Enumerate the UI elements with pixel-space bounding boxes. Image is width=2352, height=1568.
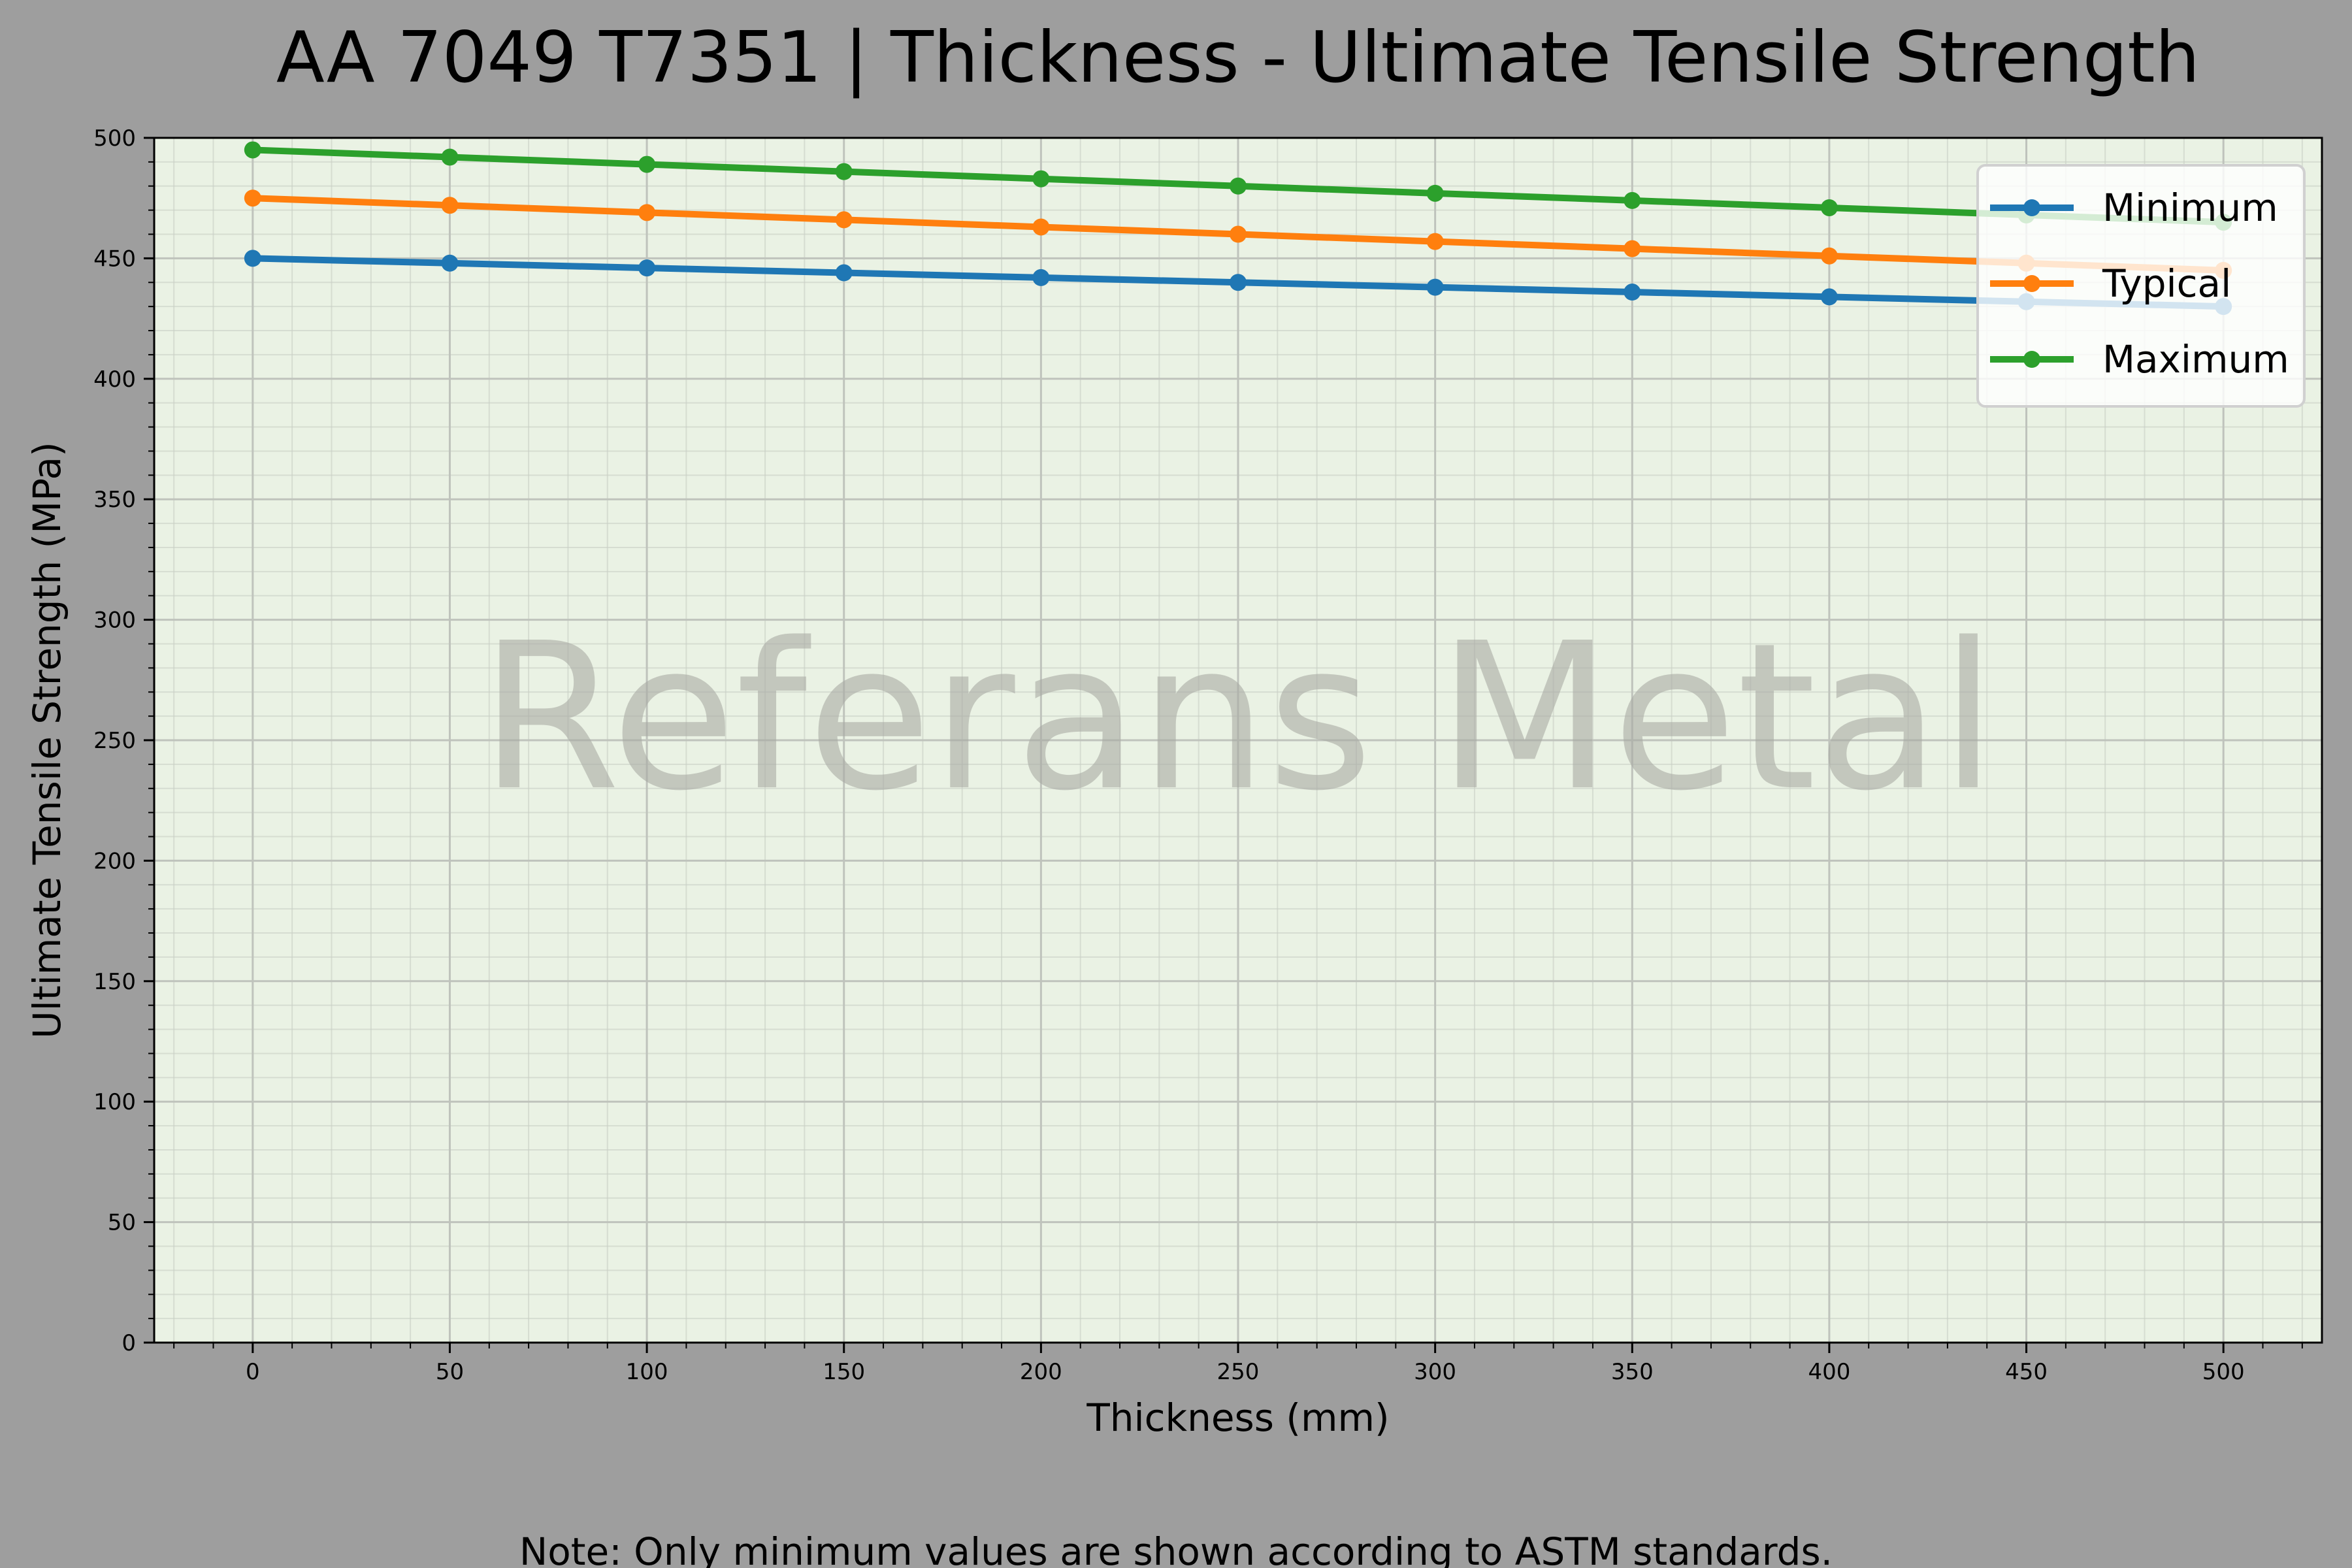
y-tick-label: 400 [93,367,136,393]
x-tick-label: 50 [436,1359,464,1385]
legend-label-minimum: Minimum [2102,186,2278,230]
data-point-minimum [1624,284,1641,301]
data-point-minimum [1230,274,1247,291]
legend-label-typical: Typical [2102,261,2231,306]
legend: Minimum Typical Maximum [1976,164,2306,408]
x-tick-label: 400 [1808,1359,1850,1385]
data-point-maximum [1032,170,1050,188]
y-tick-label: 350 [93,487,136,513]
y-tick-label: 0 [122,1330,136,1356]
legend-marker-typical [2023,275,2040,292]
legend-box [1976,164,2306,408]
y-tick-label: 300 [93,608,136,634]
data-point-maximum [441,148,459,166]
data-point-minimum [244,250,261,267]
x-tick-label: 0 [246,1359,260,1385]
x-tick-label: 200 [1020,1359,1062,1385]
x-tick-label: 350 [1611,1359,1654,1385]
y-tick-label: 150 [93,969,136,995]
data-point-typical [1230,225,1247,243]
ticks: 0 50 100 150 200 250 300 350 400 450 500 0 50 100 150 2… [93,125,2303,1385]
x-axis-label: Thickness (mm) [1086,1396,1389,1440]
data-point-minimum [835,264,853,282]
chart-title: AA 7049 T7351 | Thickness - Ultimate Ten… [276,17,2200,99]
data-point-minimum [441,254,459,272]
legend-marker-minimum [2023,199,2040,216]
y-tick-label: 500 [93,125,136,152]
note: Note: Only minimum values are shown acco… [519,1529,1833,1568]
data-point-maximum [638,155,656,173]
data-point-typical [441,197,459,214]
data-point-typical [1820,247,1838,265]
x-tick-label: 150 [823,1359,865,1385]
data-point-typical [1624,240,1641,257]
data-point-maximum [1230,177,1247,195]
legend-label-maximum: Maximum [2102,337,2289,382]
data-point-typical [835,211,853,229]
y-tick-label: 250 [93,728,136,754]
data-point-maximum [1426,184,1444,202]
x-tick-label: 250 [1217,1359,1260,1385]
data-point-maximum [835,163,853,180]
data-point-minimum [1820,288,1838,306]
data-point-maximum [1820,199,1838,216]
legend-marker-maximum [2023,351,2040,368]
y-tick-label: 100 [93,1089,136,1115]
data-point-typical [638,204,656,221]
data-point-minimum [638,259,656,277]
x-tick-label: 500 [2202,1359,2245,1385]
data-point-minimum [1032,269,1050,286]
y-tick-label: 50 [108,1210,136,1236]
data-point-typical [244,189,261,207]
data-point-typical [1426,233,1444,250]
x-tick-label: 300 [1414,1359,1456,1385]
data-point-maximum [244,141,261,159]
x-tick-label: 450 [2005,1359,2048,1385]
watermark: Referans Metal [480,600,1997,836]
data-point-minimum [1426,278,1444,296]
y-tick-label: 450 [93,246,136,272]
y-axis-label: Ultimate Tensile Strength (MPa) [25,442,69,1038]
y-tick-label: 200 [93,848,136,874]
data-point-maximum [1624,191,1641,209]
x-tick-label: 100 [626,1359,668,1385]
data-point-typical [1032,218,1050,236]
